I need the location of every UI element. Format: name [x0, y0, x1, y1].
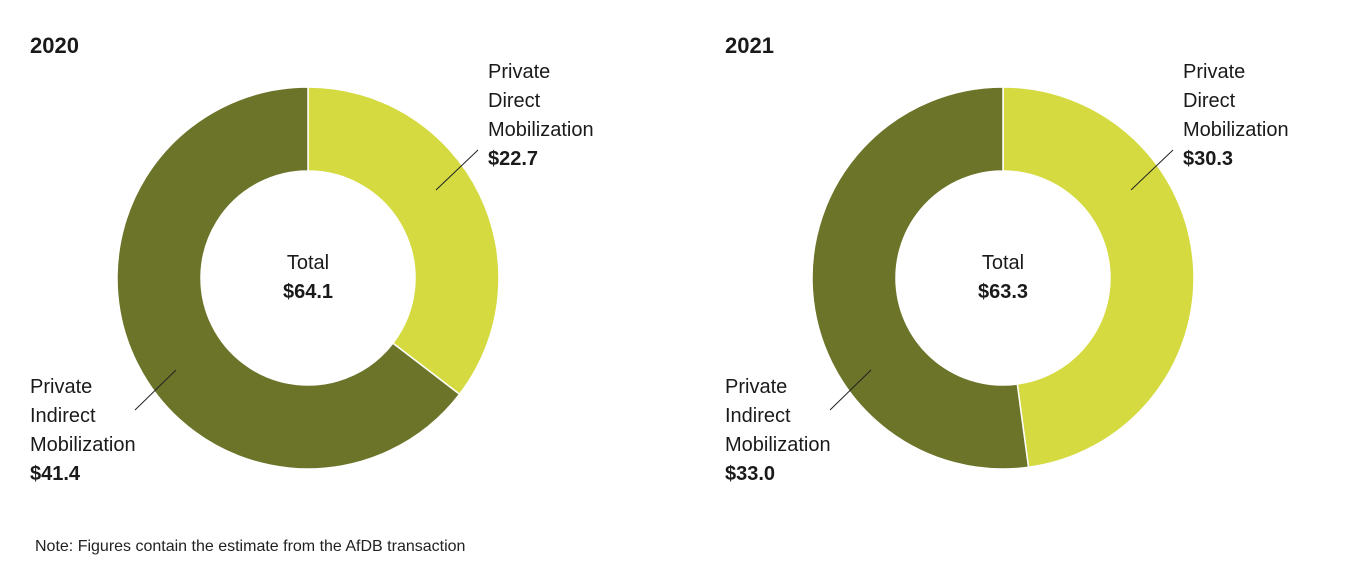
slice-label: Private Direct Mobilization [1183, 61, 1289, 141]
note: Note: Figures contain the estimate from … [35, 538, 465, 555]
center-total: $63.3 [978, 281, 1028, 303]
center-title: Total [287, 252, 329, 274]
slice-label: Private Direct Mobilization [488, 61, 594, 141]
slice-label: Private Indirect Mobilization [725, 376, 831, 456]
donut-slice [307, 86, 500, 396]
leader-line [134, 369, 177, 411]
leader-line [435, 149, 479, 191]
slice-value-label: $30.3 [1183, 148, 1233, 170]
center-total: $64.1 [283, 281, 333, 303]
donut-slice [116, 86, 461, 470]
donut-slice [811, 86, 1030, 470]
slice-label: Private Indirect Mobilization [30, 376, 136, 456]
slice-value-label: $41.4 [30, 463, 81, 485]
slice-value-label: $22.7 [488, 148, 538, 170]
chart-title: 2021 [725, 33, 774, 58]
donut-slice [1002, 86, 1195, 469]
slice-value-label: $33.0 [725, 463, 775, 485]
leader-line [829, 369, 872, 411]
chart-title: 2020 [30, 33, 79, 58]
center-title: Total [982, 252, 1024, 274]
leader-line [1130, 149, 1174, 191]
